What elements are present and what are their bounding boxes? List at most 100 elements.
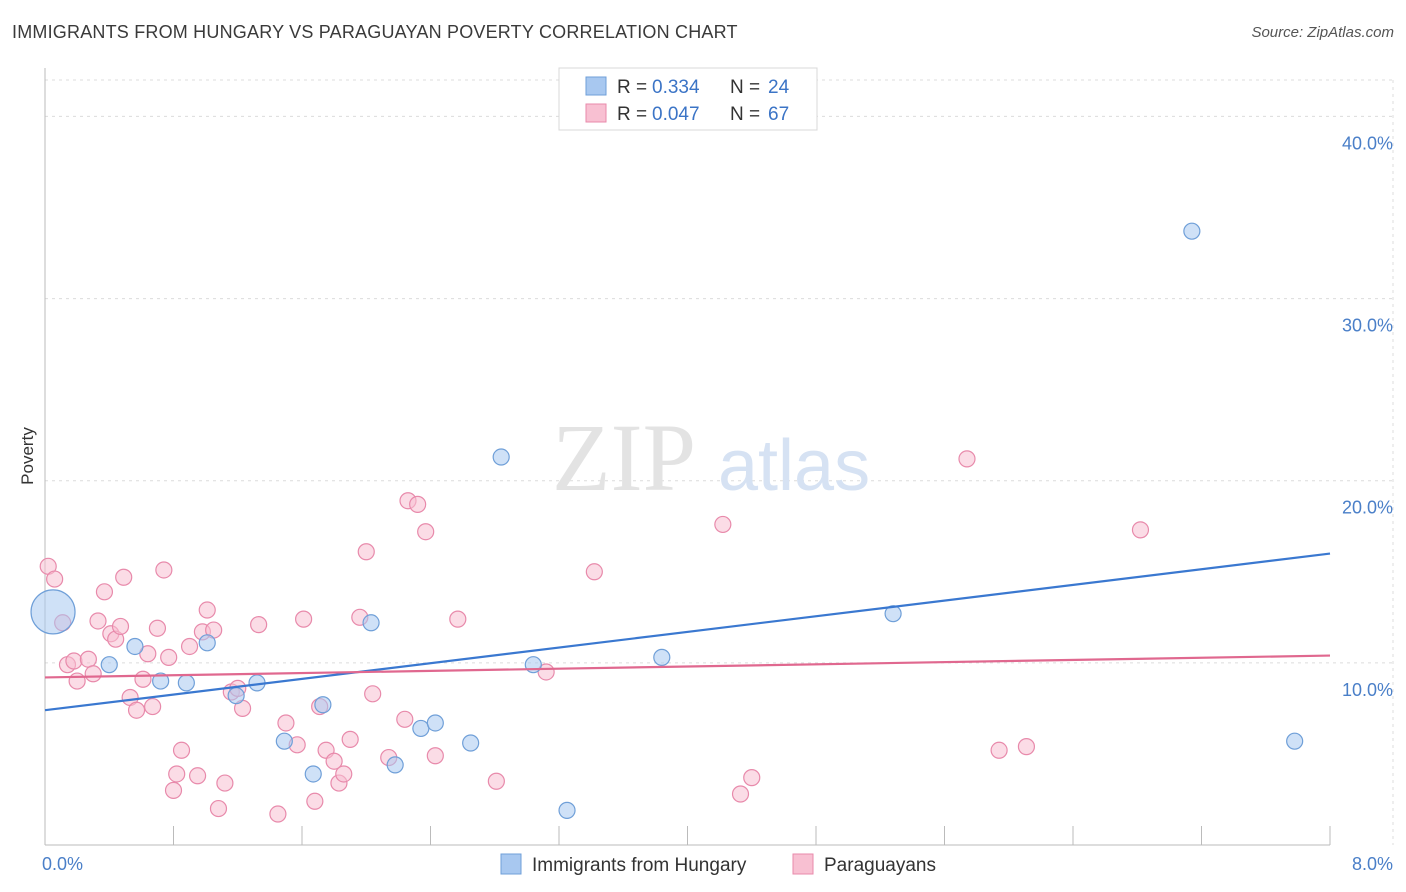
data-point — [304, 765, 322, 783]
data-point — [84, 665, 102, 683]
y-tick-label: 30.0% — [1342, 316, 1393, 336]
axes — [44, 68, 1331, 846]
y-tick-label: 20.0% — [1342, 498, 1393, 518]
data-point — [172, 741, 191, 759]
legend-r-value: 0.047 — [652, 104, 700, 125]
data-point — [144, 697, 162, 716]
data-point — [958, 450, 976, 468]
data-point — [65, 652, 83, 670]
data-point — [743, 769, 761, 787]
series-legend-swatch — [792, 853, 814, 875]
x-tick-label: 8.0% — [1352, 854, 1393, 874]
data-point — [95, 583, 114, 601]
data-point — [412, 719, 430, 738]
data-point — [152, 672, 170, 690]
data-point — [168, 765, 186, 783]
data-point — [417, 523, 435, 541]
data-point — [148, 619, 167, 637]
legend-n-label: N = — [730, 77, 760, 98]
data-point — [990, 741, 1008, 759]
data-point — [449, 610, 467, 628]
data-point — [100, 656, 118, 674]
data-point — [653, 648, 671, 666]
data-point — [341, 730, 359, 748]
data-point — [160, 648, 178, 666]
series-legend-swatch — [500, 853, 522, 875]
legend-n-value: 24 — [768, 77, 790, 98]
data-point — [30, 589, 76, 635]
data-point — [409, 495, 427, 513]
data-point — [115, 568, 133, 586]
data-point — [426, 714, 444, 732]
y-tick-labels: 10.0% 20.0% 30.0% 40.0% — [1342, 133, 1393, 699]
data-point — [1017, 738, 1036, 756]
x-tick-label: 0.0% — [42, 854, 83, 874]
data-point — [134, 670, 152, 688]
data-point — [155, 561, 173, 579]
data-point — [362, 614, 380, 632]
data-point — [139, 645, 157, 663]
watermark: ZIP atlas — [552, 404, 870, 511]
data-point — [335, 765, 353, 783]
x-tick-labels: 0.0% 8.0% — [42, 854, 1393, 874]
data-point — [357, 543, 375, 561]
data-point — [209, 799, 228, 818]
data-point — [275, 732, 293, 750]
data-point — [558, 801, 576, 819]
series-legend-label: Immigrants from Hungary — [532, 855, 747, 876]
data-point — [198, 601, 216, 619]
legend-r-value: 0.334 — [652, 77, 700, 98]
data-point — [487, 772, 505, 790]
stats-legend: R = 0.334 N = 24 R = 0.047 N = 67 — [558, 67, 818, 131]
data-point — [269, 805, 287, 823]
data-point — [884, 605, 902, 623]
data-point — [216, 774, 234, 792]
data-point — [492, 448, 510, 466]
data-point — [188, 767, 207, 785]
series-legend-label: Paraguayans — [824, 855, 936, 876]
trend-line — [44, 552, 1331, 712]
y-axis-title: Poverty — [18, 427, 37, 485]
data-point — [731, 785, 750, 803]
chart-title: IMMIGRANTS FROM HUNGARY VS PARAGUAYAN PO… — [12, 22, 738, 42]
data-point — [127, 701, 146, 719]
watermark-atlas: atlas — [718, 426, 870, 506]
y-tick-label: 40.0% — [1342, 133, 1393, 153]
data-point — [68, 672, 86, 690]
data-point — [295, 610, 313, 628]
data-point — [198, 634, 216, 652]
data-point — [1183, 222, 1201, 240]
data-point — [325, 752, 343, 770]
legend-n-label: N = — [730, 104, 760, 125]
trend-lines — [44, 552, 1331, 712]
legend-n-value: 67 — [768, 104, 789, 125]
data-point — [585, 563, 603, 581]
data-point — [79, 650, 97, 668]
data-point — [396, 710, 414, 728]
data-point — [1131, 521, 1150, 539]
data-point — [89, 612, 107, 630]
series-legend: Immigrants from Hungary Paraguayans — [500, 853, 936, 876]
data-point — [227, 687, 245, 705]
data-point — [164, 781, 183, 799]
legend-r-label: R = — [617, 77, 647, 98]
legend-swatch — [585, 76, 607, 96]
data-point — [177, 674, 195, 692]
data-point — [462, 734, 480, 752]
data-point — [111, 617, 130, 636]
data-point — [364, 685, 382, 703]
data-point — [306, 792, 324, 810]
data-points — [30, 222, 1304, 823]
watermark-zip: ZIP — [552, 404, 696, 511]
chart-source: Source: ZipAtlas.com — [1251, 24, 1394, 41]
data-point — [277, 714, 295, 732]
legend-swatch — [585, 103, 607, 123]
data-point — [180, 637, 199, 656]
data-point — [426, 747, 444, 765]
data-point — [714, 515, 732, 534]
trend-line — [44, 654, 1331, 679]
data-point — [386, 756, 404, 774]
data-point — [250, 616, 268, 634]
data-point — [314, 696, 332, 714]
